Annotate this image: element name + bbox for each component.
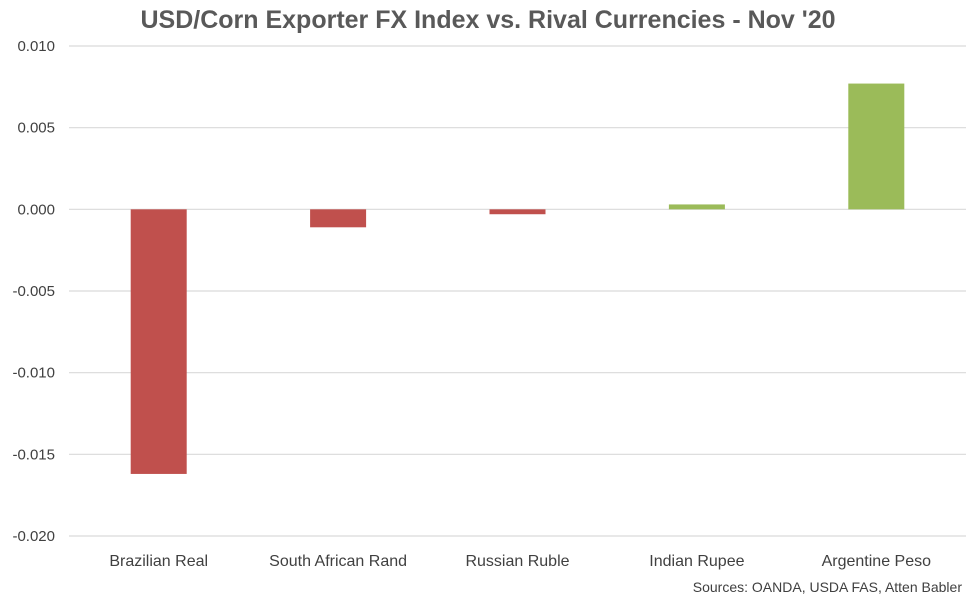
y-tick-label: -0.010 [12,365,55,382]
bar-indian-rupee [668,204,725,210]
y-tick-label: -0.015 [12,446,55,463]
x-tick-label: Argentine Peso [822,553,932,570]
bars [130,83,905,474]
x-tick-label: Indian Rupee [649,553,744,570]
gridlines [69,45,966,537]
bar-brazilian-real [130,209,187,474]
y-axis-tick-labels: 0.010 0.005 0.000 -0.005 -0.010 -0.015 -0.020 [12,38,55,545]
chart-title: USD/Corn Exporter FX Index vs. Rival Cur… [140,6,836,34]
y-tick-label: -0.020 [12,528,55,545]
y-tick-label: -0.005 [12,283,55,300]
y-tick-label: 0.005 [17,120,55,137]
x-tick-label: South African Rand [269,553,407,570]
y-tick-label: 0.000 [17,201,55,218]
x-axis-tick-labels: Brazilian Real South African Rand Russian … [109,553,931,570]
bar-russian-ruble [489,209,546,215]
x-tick-label: Brazilian Real [109,553,208,570]
y-tick-label: 0.010 [17,38,55,55]
bar-south-african-rand [310,209,367,228]
x-tick-label: Russian Ruble [465,553,569,570]
bar-argentine-peso [848,83,905,210]
chart-source-note: Sources: OANDA, USDA FAS, Atten Babler [692,579,962,595]
